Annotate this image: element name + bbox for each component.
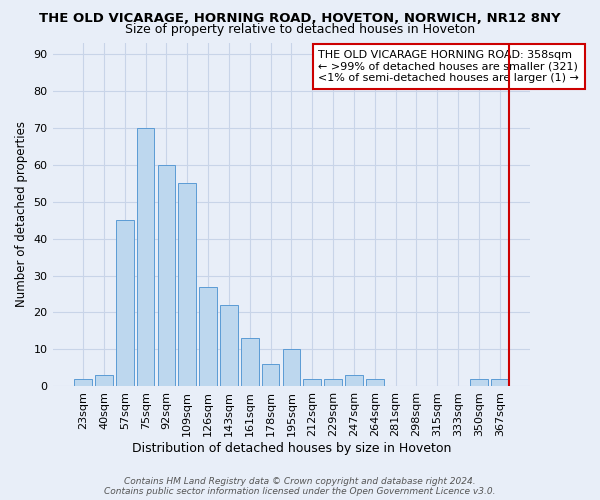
Bar	[116, 220, 134, 386]
Bar	[345, 376, 363, 386]
Bar	[74, 379, 92, 386]
Bar	[262, 364, 280, 386]
Bar	[220, 305, 238, 386]
Bar	[366, 379, 383, 386]
Bar	[158, 164, 175, 386]
Bar	[324, 379, 342, 386]
Bar	[283, 350, 300, 387]
Bar	[241, 338, 259, 386]
Text: THE OLD VICARAGE, HORNING ROAD, HOVETON, NORWICH, NR12 8NY: THE OLD VICARAGE, HORNING ROAD, HOVETON,…	[39, 12, 561, 26]
Bar	[470, 379, 488, 386]
X-axis label: Distribution of detached houses by size in Hoveton: Distribution of detached houses by size …	[132, 442, 451, 455]
Bar	[304, 379, 321, 386]
Bar	[95, 376, 113, 386]
Y-axis label: Number of detached properties: Number of detached properties	[15, 122, 28, 308]
Text: THE OLD VICARAGE HORNING ROAD: 358sqm
← >99% of detached houses are smaller (321: THE OLD VICARAGE HORNING ROAD: 358sqm ← …	[319, 50, 580, 83]
Text: Size of property relative to detached houses in Hoveton: Size of property relative to detached ho…	[125, 22, 475, 36]
Bar	[491, 379, 509, 386]
Bar	[178, 183, 196, 386]
Bar	[137, 128, 154, 386]
Text: Contains HM Land Registry data © Crown copyright and database right 2024.
Contai: Contains HM Land Registry data © Crown c…	[104, 476, 496, 496]
Bar	[199, 286, 217, 386]
